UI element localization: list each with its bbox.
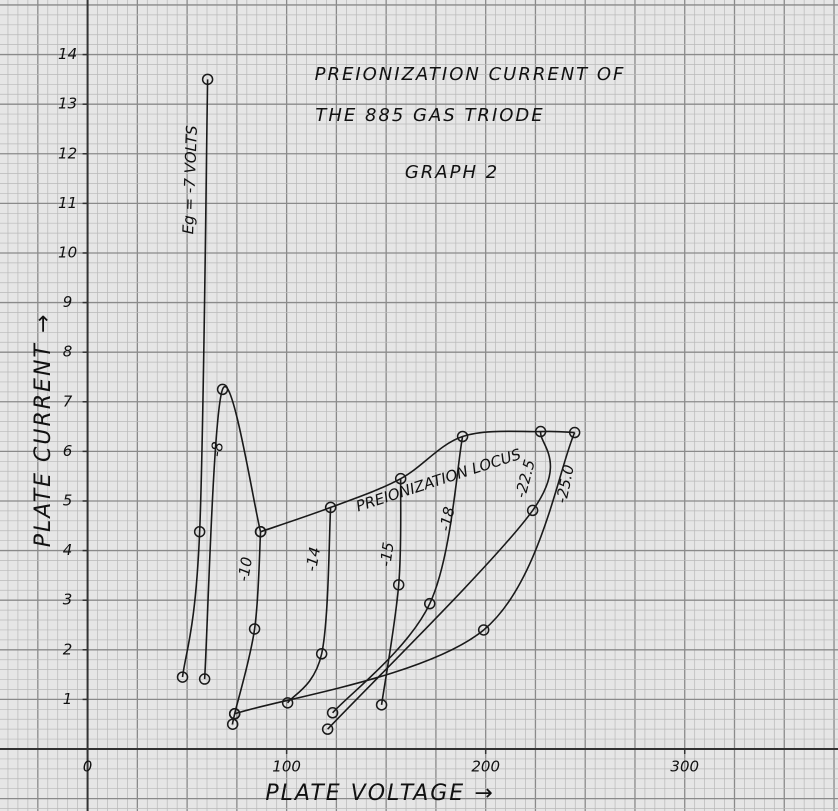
y-tick-label: 7 (63, 392, 73, 410)
y-tick-label: 4 (63, 541, 73, 559)
x-axis-label: PLATE VOLTAGE → (265, 781, 494, 806)
y-tick-label: 8 (63, 343, 73, 361)
x-tick-label: 0 (83, 757, 93, 775)
x-tick-label: 300 (670, 757, 699, 775)
x-tick-label: 100 (272, 757, 301, 775)
y-tick-label: 2 (63, 640, 73, 658)
y-tick-label: 11 (58, 194, 77, 212)
chart: PREIONIZATION CURRENT OF THE 885 GAS TRI… (0, 0, 838, 811)
y-tick-label: 6 (63, 442, 73, 460)
y-tick-label: 10 (58, 243, 77, 261)
y-tick-label: 1 (63, 690, 73, 708)
y-tick-label: 9 (63, 293, 73, 311)
y-tick-label: 13 (58, 95, 77, 113)
series-label: -8 (207, 441, 227, 458)
series-label: -15 (376, 541, 397, 568)
y-axis-label: PLATE CURRENT → (31, 313, 56, 548)
y-tick-label: 5 (63, 491, 73, 509)
x-tick-label: 200 (471, 757, 500, 775)
y-tick-label: 12 (58, 144, 77, 162)
series-label: Eg = -7 VOLTS (179, 125, 201, 235)
y-tick-label: 3 (63, 591, 73, 609)
y-tick-label: 14 (58, 45, 77, 63)
chart-subtitle: GRAPH 2 (405, 162, 499, 183)
chart-title: PREIONIZATION CURRENT OF (315, 64, 626, 85)
chart-title: THE 885 GAS TRIODE (315, 105, 544, 126)
